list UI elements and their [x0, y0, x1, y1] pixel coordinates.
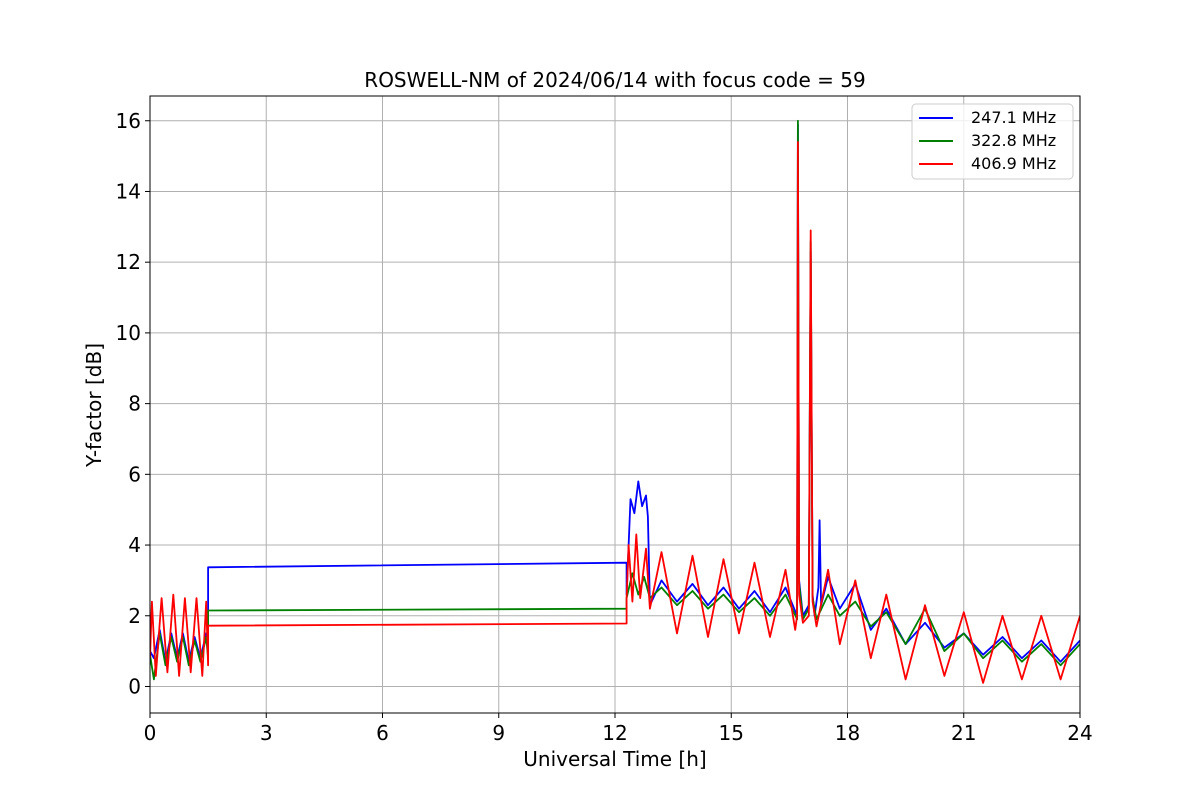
- x-tick-label: 0: [144, 721, 157, 745]
- chart-title: ROSWELL-NM of 2024/06/14 with focus code…: [364, 68, 865, 92]
- series-layer: [150, 119, 1080, 684]
- series-line-3: [150, 141, 1080, 684]
- grid: [149, 96, 1081, 713]
- y-tick-label: 0: [128, 674, 141, 698]
- legend: 247.1 MHz 322.8 MHz 406.9 MHz: [911, 103, 1074, 180]
- y-tick-label: 4: [128, 533, 141, 557]
- y-axis-ticks: 0 2 4 6 8 10 12 14 16: [116, 109, 150, 698]
- x-tick-label: 18: [835, 721, 860, 745]
- x-tick-label: 6: [376, 721, 389, 745]
- series-line-2: [150, 119, 1080, 681]
- x-tick-label: 12: [602, 721, 627, 745]
- x-tick-label: 3: [260, 721, 273, 745]
- legend-label-1: 247.1 MHz: [971, 108, 1056, 127]
- y-tick-label: 10: [116, 321, 141, 345]
- legend-box: [911, 103, 1074, 180]
- x-axis-ticks: 0 3 6 9 12 15 18 21 24: [144, 713, 1093, 745]
- y-tick-label: 6: [128, 462, 141, 486]
- x-tick-label: 15: [719, 721, 744, 745]
- x-tick-label: 9: [492, 721, 505, 745]
- y-axis-label: Y-factor [dB]: [82, 343, 106, 468]
- legend-label-2: 322.8 MHz: [971, 131, 1056, 150]
- legend-label-3: 406.9 MHz: [971, 154, 1056, 173]
- y-tick-label: 2: [128, 604, 141, 628]
- x-tick-label: 21: [951, 721, 976, 745]
- y-tick-label: 12: [116, 250, 141, 274]
- y-tick-label: 8: [128, 392, 141, 416]
- x-axis-label: Universal Time [h]: [523, 747, 706, 771]
- plot-clip: [150, 119, 1080, 684]
- y-tick-label: 14: [116, 179, 141, 203]
- y-tick-label: 16: [116, 109, 141, 133]
- x-tick-label: 24: [1067, 721, 1092, 745]
